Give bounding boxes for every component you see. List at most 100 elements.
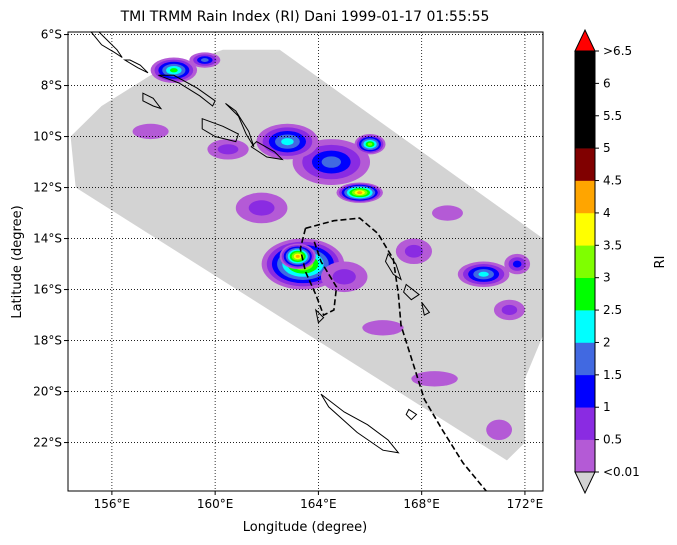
colorbar-tick-label: 3.5 xyxy=(603,238,622,252)
colorbar-tick-label: >6.5 xyxy=(603,44,632,58)
colorbar-over-arrow xyxy=(574,28,596,52)
rain-contour xyxy=(169,68,178,73)
colorbar-under-arrow xyxy=(574,471,596,495)
rain-cell xyxy=(189,52,221,68)
rain-contour xyxy=(295,254,300,258)
colorbar-segment xyxy=(575,439,595,473)
coastline xyxy=(142,92,163,110)
rain-contour xyxy=(217,144,239,155)
colorbar-segment xyxy=(575,245,595,278)
rain-contour xyxy=(478,271,489,277)
colorbar-segment xyxy=(575,115,595,149)
coastline xyxy=(122,59,149,74)
colorbar-tick-label: 0.5 xyxy=(603,433,622,447)
storm-track-layer xyxy=(299,217,487,491)
y-tick-label: 12°S xyxy=(33,181,62,195)
coastline xyxy=(250,140,284,161)
y-tick-label: 18°S xyxy=(33,334,62,348)
y-tick-label: 20°S xyxy=(33,385,62,399)
colorbar-segment xyxy=(575,310,595,343)
coastline xyxy=(421,301,431,316)
rain-cell xyxy=(493,299,525,321)
x-axis-label: Longitude (degree) xyxy=(243,520,368,535)
rain-cell xyxy=(336,182,383,203)
rain-cell xyxy=(431,205,463,221)
y-tick-label: 10°S xyxy=(33,130,62,144)
y-tick-label: 8°S xyxy=(41,79,62,93)
rain-cell xyxy=(362,320,404,336)
rain-contour xyxy=(357,191,363,195)
colorbar-tick-label: <0.01 xyxy=(603,465,640,479)
colorbar-tick-label: 4 xyxy=(603,206,611,220)
rain-cell xyxy=(504,253,531,275)
colorbar-tick-label: 3 xyxy=(603,271,611,285)
coastline xyxy=(320,393,400,454)
colorbar-tick-label: 2.5 xyxy=(603,303,622,317)
coastline xyxy=(314,308,325,324)
coastline xyxy=(90,32,123,58)
map-title: TMI TRMM Rain Index (RI) Dani 1999-01-17… xyxy=(120,9,490,25)
x-tick-label: 164°E xyxy=(300,497,337,511)
plot-frame xyxy=(67,31,544,492)
rain-contour xyxy=(404,244,423,258)
x-tick-label: 168°E xyxy=(403,497,440,511)
y-axis-label: Latitude (degree) xyxy=(10,205,25,318)
rain-contour xyxy=(486,419,513,440)
x-tick-label: 172°E xyxy=(507,497,544,511)
rain-cell xyxy=(411,371,458,387)
colorbar-segment xyxy=(575,342,595,376)
rain-contour xyxy=(248,200,275,216)
rain-contour xyxy=(362,320,404,336)
colorbar-tick-label: 2 xyxy=(603,335,611,349)
coastline xyxy=(201,117,240,143)
plot-area xyxy=(68,32,543,491)
rain-cell xyxy=(132,123,169,140)
rain-contour xyxy=(321,156,341,168)
rain-contour xyxy=(332,269,356,285)
storm-track-loop xyxy=(299,228,338,317)
colorbar-frame xyxy=(574,50,596,473)
colorbar: <0.01 0.5 1 1.5 2 2.5 3 3.5 4 4.5 5 5.5 6 >6.5 xyxy=(574,28,640,495)
colorbar-segment xyxy=(575,277,595,311)
colorbar-tick-label: 5 xyxy=(603,141,611,155)
rain-contour xyxy=(501,304,518,316)
rain-contour xyxy=(411,371,458,387)
colorbar-segment xyxy=(575,212,595,246)
rain-cell xyxy=(457,261,510,287)
y-tick-label: 22°S xyxy=(33,436,62,450)
rain-contour xyxy=(512,260,522,268)
rain-contour xyxy=(132,123,169,140)
rain-cell xyxy=(279,243,316,270)
coastline xyxy=(158,74,216,107)
colorbar-segment xyxy=(575,374,595,408)
rain-cell xyxy=(256,123,319,160)
colorbar-tick-label: 1 xyxy=(603,400,611,414)
colorbar-segment xyxy=(575,83,595,117)
gridlines xyxy=(68,32,543,491)
rain-cell xyxy=(354,134,386,155)
colorbar-segment xyxy=(575,51,595,84)
coastline xyxy=(225,102,255,148)
colorbar-segment xyxy=(575,407,595,440)
colorbar-tick-label: 6 xyxy=(603,76,611,90)
rain-cell xyxy=(207,139,249,160)
coastline xyxy=(384,252,402,281)
rain-contour xyxy=(200,58,209,62)
y-tick-label: 16°S xyxy=(33,283,62,297)
colorbar-tick-label: 5.5 xyxy=(603,109,622,123)
x-axis-ticks: 156°E 160°E 164°E 168°E 172°E xyxy=(94,491,544,511)
colorbar-tick-label: 4.5 xyxy=(603,174,622,188)
rain-cell xyxy=(320,261,368,293)
colorbar-segment xyxy=(575,180,595,214)
y-axis-ticks: 6°S 8°S 10°S 12°S 14°S 16°S 18°S 20°S 22°S xyxy=(33,28,68,450)
y-tick-label: 6°S xyxy=(41,28,62,42)
rain-contour xyxy=(431,205,463,221)
coastline xyxy=(405,408,418,421)
rain-cell xyxy=(486,419,513,440)
colorbar-segment xyxy=(575,148,595,181)
colorbar-tick-label: 1.5 xyxy=(603,368,622,382)
x-tick-label: 156°E xyxy=(94,497,131,511)
rain-contour xyxy=(281,138,294,146)
colorbar-label: RI xyxy=(653,256,668,269)
